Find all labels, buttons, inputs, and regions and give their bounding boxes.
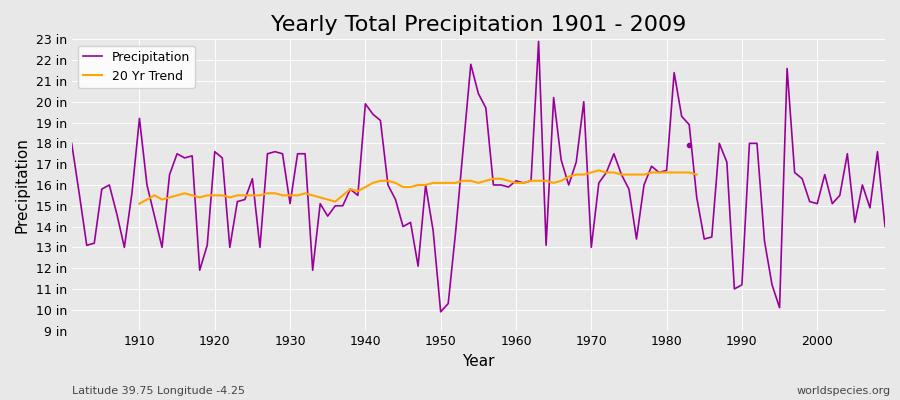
Text: Latitude 39.75 Longitude -4.25: Latitude 39.75 Longitude -4.25 — [72, 386, 245, 396]
Line: 20 Yr Trend: 20 Yr Trend — [140, 170, 697, 204]
20 Yr Trend — [639, 172, 650, 177]
Precipitation — [510, 178, 521, 183]
Precipitation — [67, 141, 77, 146]
20 Yr Trend — [179, 191, 190, 196]
Precipitation — [616, 172, 626, 177]
Text: worldspecies.org: worldspecies.org — [796, 386, 891, 396]
Line: Precipitation: Precipitation — [72, 42, 885, 312]
Precipitation — [127, 191, 138, 196]
20 Yr Trend — [571, 172, 581, 177]
Precipitation — [533, 39, 544, 44]
20 Yr Trend — [579, 172, 590, 177]
20 Yr Trend — [601, 170, 612, 175]
Y-axis label: Precipitation: Precipitation — [15, 137, 30, 233]
Precipitation — [518, 180, 529, 185]
X-axis label: Year: Year — [462, 354, 495, 369]
20 Yr Trend — [556, 178, 567, 183]
Legend: Precipitation, 20 Yr Trend: Precipitation, 20 Yr Trend — [78, 46, 195, 88]
Precipitation — [436, 310, 446, 314]
Precipitation — [338, 203, 348, 208]
Title: Yearly Total Precipitation 1901 - 2009: Yearly Total Precipitation 1901 - 2009 — [271, 15, 686, 35]
Precipitation — [879, 224, 890, 229]
Precipitation — [292, 151, 303, 156]
20 Yr Trend — [691, 172, 702, 177]
20 Yr Trend — [134, 201, 145, 206]
20 Yr Trend — [593, 168, 604, 173]
